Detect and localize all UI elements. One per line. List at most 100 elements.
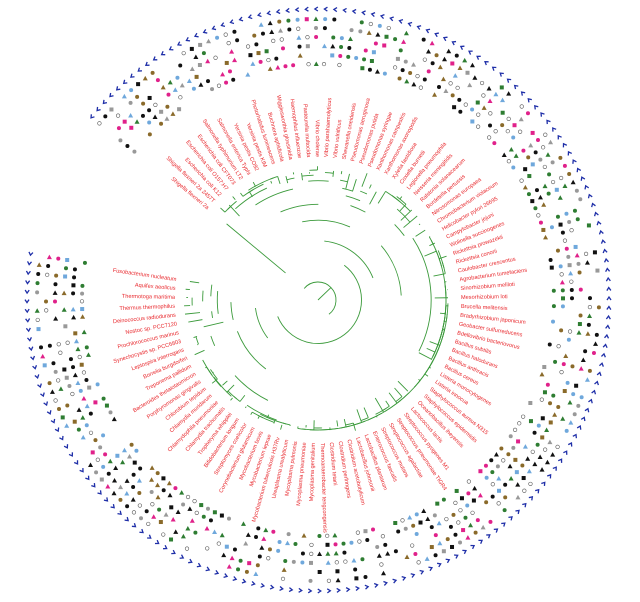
trait-dot [396,529,401,534]
trait-ring [556,344,561,349]
trait-ring [479,80,485,86]
trait-triangle [198,82,204,87]
chevron [591,389,597,395]
trait-dot [578,287,583,292]
trait-dot [129,442,134,447]
trait-square [382,43,387,48]
trait-triangle [351,558,357,563]
trait-dot [367,67,372,72]
trait-dot [314,35,319,40]
branch [280,424,283,430]
trait-ring [181,51,186,56]
trait-ring [279,37,284,42]
trait-dot [349,540,354,545]
trait-ring [501,458,506,463]
trait-square [459,496,464,501]
branch-arc [195,336,199,345]
trait-ring [79,299,85,304]
branch-arc [255,188,294,206]
trait-triangle [568,270,574,276]
trait-dot [63,266,68,271]
trait-triangle [121,447,127,453]
trait-dot [201,514,206,519]
trait-triangle [457,65,463,71]
trait-ring [81,370,87,375]
chevron [493,528,499,533]
trait-ring [458,508,463,513]
trait-ring [505,129,510,134]
trait-triangle [40,353,46,359]
trait-square [63,324,68,329]
trait-triangle [180,533,186,539]
trait-ring [493,129,498,134]
chevron [54,427,60,433]
trait-dot [165,104,170,109]
chevron [425,28,431,34]
chevron [596,371,602,377]
trait-triangle [267,20,273,26]
branch-arc [395,396,403,402]
trait-ring [415,74,420,79]
trait-dot [587,296,592,301]
trait-dot [181,502,186,507]
chevron [285,7,290,13]
chevron [596,220,602,226]
branch [438,255,447,260]
trait-triangle [189,66,195,71]
trait-ring [528,481,533,487]
trait-triangle [468,522,474,528]
trait-triangle [330,43,336,49]
chevron [345,587,351,593]
trait-triangle [576,330,582,335]
trait-triangle [477,492,483,498]
trait-dot [140,113,145,118]
trait-triangle [80,314,86,319]
trait-dot [341,541,346,546]
chevron [562,142,568,148]
chevron [122,79,128,85]
trait-dot [232,29,237,34]
chevron [323,6,328,12]
trait-square [304,17,309,22]
trait-ring [379,562,384,567]
trait-dot [76,427,81,432]
branch-arc [277,264,362,344]
trait-ring [343,559,348,564]
trait-ring [184,546,190,551]
trait-triangle [486,86,492,91]
trait-ring [296,26,301,31]
trait-dot [286,18,291,23]
chevron [557,458,563,463]
trait-dot [39,345,44,350]
chevron [584,184,590,190]
chevron [600,352,606,358]
trait-dot [596,305,601,310]
trait-ring [368,21,373,27]
trait-triangle [585,331,591,336]
chevron [546,119,551,125]
trait-triangle [155,494,161,500]
trait-triangle [75,346,81,352]
trait-dot [383,542,388,547]
branch [240,192,244,197]
trait-dot [508,434,513,439]
trait-dot [106,471,111,476]
trait-triangle [185,526,191,531]
trait-triangle [567,399,573,405]
trait-triangle [240,521,246,526]
trait-dot [149,489,154,494]
trait-ring [357,539,362,544]
chevron [79,468,84,473]
trait-dot [570,364,575,369]
trait-ring [476,112,481,117]
trait-dot [535,442,540,447]
trait-ring [530,449,535,454]
trait-triangle [313,16,319,22]
trait-triangle [105,483,111,489]
trait-dot [458,109,463,114]
trait-dot [159,121,164,126]
branch [426,347,436,353]
chevron [588,398,593,404]
trait-triangle [548,139,554,145]
trait-square [528,400,533,405]
